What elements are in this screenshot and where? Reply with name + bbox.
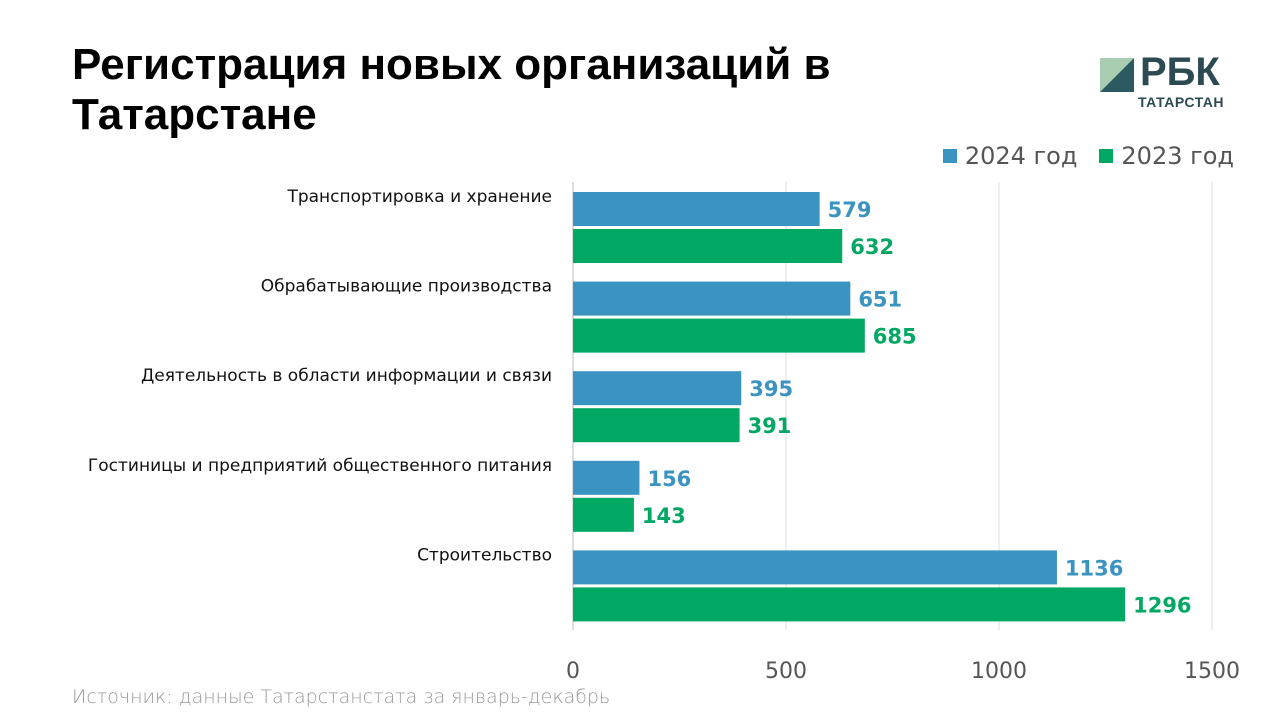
bar-2024 [573,371,742,406]
category-label: Транспортировка и хранение [286,187,552,207]
data-label: 651 [858,288,902,312]
legend-swatch [1099,149,1114,163]
bar-2024 [573,281,851,316]
bar-2024 [573,550,1057,585]
category-label: Гостиницы и предприятий общественного пи… [88,456,552,476]
logo-mark-icon [1100,58,1134,92]
logo-subtitle: ТАТАРСТАН [1138,94,1225,110]
bar-2023 [573,497,634,532]
data-label: 1296 [1133,593,1191,617]
x-tick-label: 0 [566,659,580,684]
legend-label: 2023 год [1121,142,1234,170]
legend-item-2023: 2023 год [1099,142,1234,170]
data-label: 156 [647,467,691,491]
bar-2024 [573,192,820,226]
legend-swatch [942,149,957,163]
bar-2023 [573,587,1126,622]
legend-item-2024: 2024 год [942,142,1078,170]
data-label: 1136 [1065,556,1123,580]
rbc-logo: РБК ТАТАРСТАН [1100,50,1240,116]
x-tick-label: 1000 [971,659,1027,684]
bar-2023 [573,229,843,263]
bar-2024 [573,460,640,495]
legend-label: 2024 год [964,142,1078,170]
data-label: 685 [873,325,917,349]
category-label: Деятельность в области информации и связ… [141,366,552,386]
bar-2023 [573,318,865,353]
bar-2023 [573,408,740,443]
legend: 2024 год 2023 год [942,142,1234,170]
data-label: 632 [850,235,894,259]
data-label: 395 [749,377,793,401]
x-tick-label: 500 [765,659,807,684]
category-label: Строительство [417,545,552,565]
source-note: Источник: данные Татарстанстата за январ… [72,686,611,708]
data-label: 143 [642,504,686,528]
data-label: 579 [828,198,872,222]
data-label: 391 [748,414,792,438]
logo-text: РБК [1140,50,1220,94]
category-label: Обрабатывающие производства [261,277,552,297]
chart-title: Регистрация новых организаций в Татарста… [72,40,831,139]
x-tick-label: 1500 [1184,659,1240,684]
